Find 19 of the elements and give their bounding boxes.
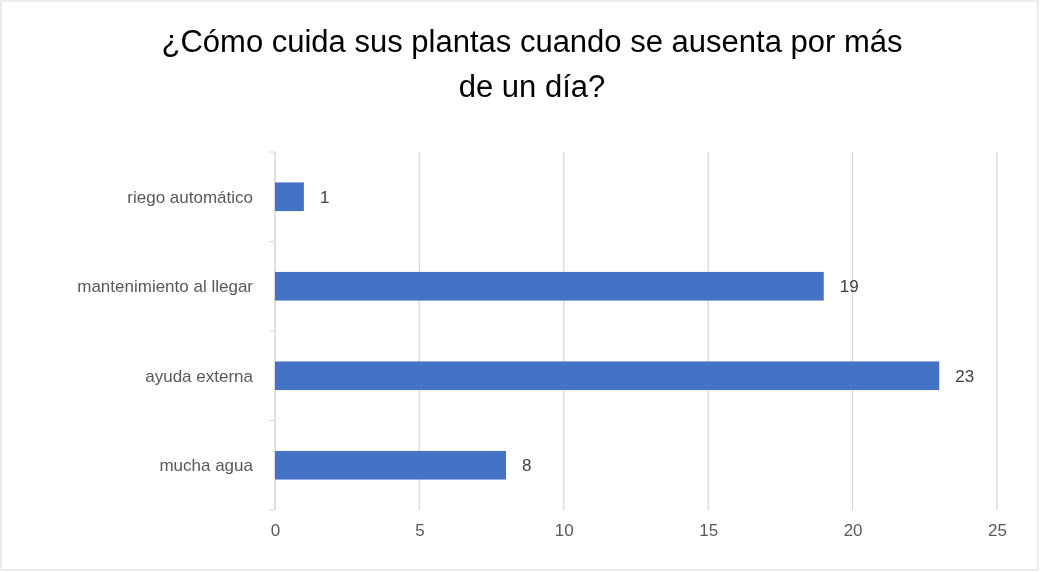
x-tick-label: 5 bbox=[415, 521, 425, 541]
bar bbox=[275, 450, 507, 480]
bar bbox=[275, 182, 304, 212]
y-tick-label: mantenimiento al llegar bbox=[77, 277, 254, 297]
y-tick-label: ayuda externa bbox=[145, 366, 254, 386]
data-label: 8 bbox=[522, 456, 532, 476]
x-tick-label: 0 bbox=[270, 521, 281, 541]
chart-title: ¿Cómo cuida sus plantas cuando se ausenta por más de un día? bbox=[161, 24, 903, 104]
y-tick-label: riego automático bbox=[127, 187, 253, 207]
x-tick-label: 25 bbox=[988, 521, 1007, 541]
bar bbox=[275, 361, 940, 391]
data-label: 23 bbox=[955, 366, 975, 386]
x-tick-label: 10 bbox=[554, 521, 574, 541]
data-label: 19 bbox=[839, 277, 859, 297]
x-tick-label: 15 bbox=[699, 521, 719, 541]
x-tick-label: 20 bbox=[843, 521, 863, 541]
bar bbox=[275, 271, 824, 301]
data-label: 1 bbox=[319, 187, 330, 207]
y-tick-label: mucha agua bbox=[159, 456, 254, 476]
